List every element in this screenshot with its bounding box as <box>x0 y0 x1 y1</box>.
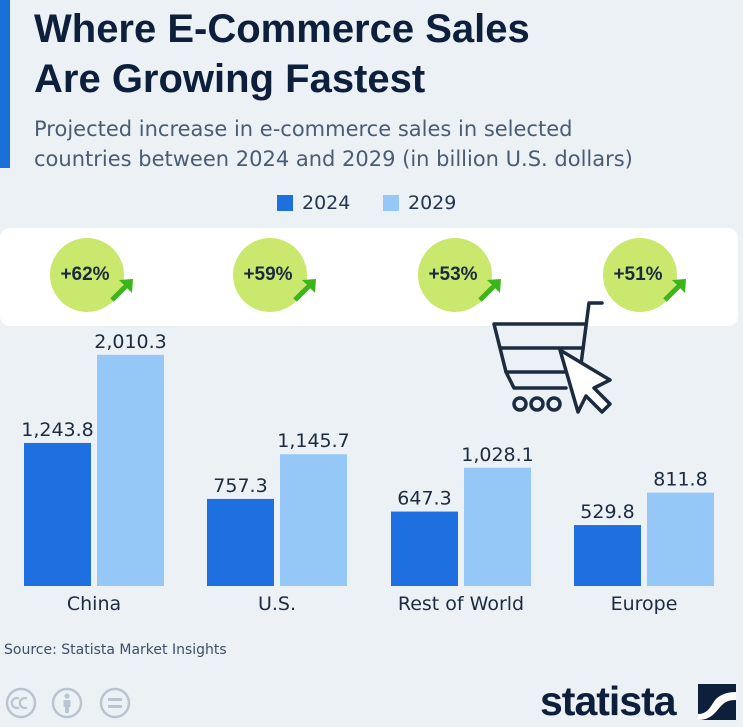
bar-rest-of-world-2029 <box>464 467 531 586</box>
source-note: Source: Statista Market Insights <box>4 642 227 658</box>
bar-u-s--2024 <box>207 498 274 586</box>
category-labels-layer: China U.S. Rest of World Europe <box>67 593 678 615</box>
value-label: 2,010.3 <box>94 331 167 353</box>
value-label: 647.3 <box>397 488 451 510</box>
bar-europe-2029 <box>647 492 714 586</box>
license-icons <box>5 687 131 719</box>
growth-label: +51% <box>613 264 663 285</box>
legend-item-2029: 2029 <box>383 192 456 214</box>
growth-badge-china: +62% <box>50 238 138 316</box>
growth-arrow-icon <box>110 279 133 302</box>
growth-badge-rest-of-world: +53% <box>418 238 506 316</box>
bar-u-s--2029 <box>280 454 347 586</box>
category-label: U.S. <box>258 593 296 615</box>
growth-panel: +62% +59% +53% +51% <box>0 228 738 326</box>
value-label: 1,145.7 <box>277 430 350 452</box>
growth-circle: +62% <box>50 238 124 312</box>
title-line-1: Where E-Commerce Sales <box>34 7 530 51</box>
growth-badge-us: +59% <box>233 238 321 316</box>
growth-label: +62% <box>60 264 110 285</box>
statista-mark-icon <box>698 684 736 720</box>
chart-legend: 2024 2029 <box>0 192 743 218</box>
bar-china-2029 <box>97 354 164 586</box>
legend-swatch-2029 <box>383 195 399 211</box>
accent-bar <box>0 0 10 168</box>
growth-label: +59% <box>243 264 293 285</box>
legend-swatch-2024 <box>277 195 293 211</box>
growth-arrow-icon <box>478 279 501 302</box>
growth-arrow-icon <box>293 279 316 302</box>
growth-badge-europe: +51% <box>603 238 691 316</box>
growth-circle: +59% <box>233 238 307 312</box>
bar-chart: 1,243.8 2,010.3 757.3 1,145.7 647.3 1,028.1 52… <box>21 331 714 615</box>
cc-icon <box>5 687 37 719</box>
value-label: 1,028.1 <box>461 444 534 466</box>
value-label: 1,243.8 <box>21 419 94 441</box>
subtitle-line-1: Projected increase in e-commerce sales i… <box>34 117 573 141</box>
bar-china-2024 <box>24 442 91 586</box>
category-label: China <box>67 593 121 615</box>
value-label: 529.8 <box>580 501 634 523</box>
subtitle-line-2: countries between 2024 and 2029 (in bill… <box>34 147 633 171</box>
legend-label-2024: 2024 <box>302 192 351 214</box>
growth-arrow-icon <box>663 279 686 302</box>
chart-subtitle: Projected increase in e-commerce sales i… <box>34 114 734 174</box>
value-label: 757.3 <box>213 475 267 497</box>
statista-logo: statista <box>540 678 740 724</box>
legend-item-2024: 2024 <box>277 192 350 214</box>
bar-rest-of-world-2024 <box>391 511 458 586</box>
legend-label-2029: 2029 <box>408 192 457 214</box>
value-labels-layer: 1,243.8 2,010.3 757.3 1,145.7 647.3 1,028.1 52… <box>21 331 707 523</box>
cursor-arrow-icon <box>558 348 612 414</box>
attribution-icon <box>51 687 83 719</box>
shopping-cart-icon <box>492 301 612 414</box>
category-label: Rest of World <box>398 593 524 615</box>
title-line-2: Are Growing Fastest <box>34 57 426 101</box>
bars-layer <box>24 354 714 586</box>
growth-label: +53% <box>428 264 478 285</box>
chart-title: Where E-Commerce Sales Are Growing Faste… <box>34 4 734 104</box>
no-derivatives-icon <box>99 687 131 719</box>
value-label: 811.8 <box>653 469 707 491</box>
category-label: Europe <box>611 593 678 615</box>
logo-text: statista <box>540 678 677 724</box>
bar-europe-2024 <box>574 525 641 586</box>
